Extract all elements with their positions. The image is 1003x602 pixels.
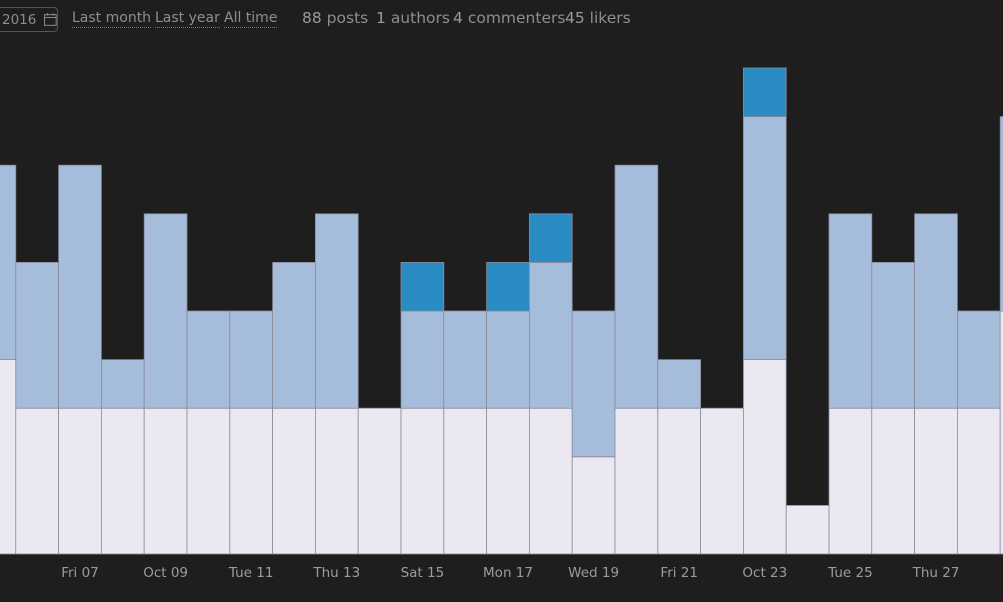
bar-segment <box>529 213 573 263</box>
bar-segment <box>914 407 958 555</box>
x-tick-label: Tue 11 <box>228 565 274 581</box>
bar-segment <box>357 407 402 555</box>
bar-segment <box>743 359 787 555</box>
x-tick-label: Thu 27 <box>912 565 960 581</box>
bar-segment <box>486 310 530 409</box>
bar-segment <box>272 407 316 555</box>
bar-segment <box>871 261 915 409</box>
stat-authors-value: 1 <box>376 9 386 27</box>
x-tick-label: Fri 07 <box>61 565 99 581</box>
bar-segment <box>58 407 102 555</box>
range-last-year[interactable]: Last year <box>155 10 220 28</box>
x-tick-label: Thu 13 <box>312 565 360 581</box>
bar-segment <box>400 310 445 409</box>
stat-posts-label: posts <box>326 9 369 27</box>
bar-segment <box>486 407 530 555</box>
bar-segment <box>871 407 915 555</box>
bar-segment <box>143 213 188 409</box>
bar-segment <box>0 164 17 360</box>
stat-posts: 88 posts <box>302 9 368 27</box>
x-tick-label: Wed 19 <box>568 565 619 581</box>
stat-commenters-label: commenters <box>467 9 566 27</box>
date-picker-value: 2016 <box>2 11 37 28</box>
stat-commenters: 4 commenters <box>453 9 565 27</box>
bar-segment <box>614 407 659 555</box>
date-picker[interactable]: 2016 <box>0 7 58 32</box>
x-tick-label: Tue 25 <box>827 565 873 581</box>
bar-segment <box>700 407 744 555</box>
bar-segment <box>571 456 616 555</box>
bar-segment <box>101 407 145 555</box>
bar-segment <box>957 407 1001 555</box>
toolbar: 2016 Last month Last year All time 88 po… <box>0 0 1003 40</box>
bar-segment <box>15 407 59 555</box>
bar-segment <box>15 261 59 409</box>
bar-segment <box>400 261 445 312</box>
bar-segment <box>58 164 102 409</box>
bar-segment <box>0 359 17 555</box>
bar-segment <box>657 407 701 555</box>
bar-segment <box>571 310 616 458</box>
bar-segment <box>529 407 573 555</box>
calendar-icon <box>44 13 57 26</box>
bar-segment <box>828 407 873 555</box>
x-tick-label: Mon 17 <box>483 565 533 581</box>
bar-segment <box>101 359 145 409</box>
bar-segment <box>743 116 787 360</box>
stat-authors: 1 authors <box>376 9 450 27</box>
bar-segment <box>614 164 659 409</box>
bar-segment <box>657 359 701 409</box>
bar-segment <box>272 261 316 409</box>
x-tick-label: Oct 23 <box>742 565 787 581</box>
bar-segment <box>999 116 1003 312</box>
bar-segment <box>486 261 530 312</box>
bar-segment <box>914 213 958 409</box>
stat-authors-label: authors <box>390 9 450 27</box>
range-last-month[interactable]: Last month <box>72 10 152 28</box>
bar-segment <box>186 407 231 555</box>
bar-segment <box>143 407 188 555</box>
bar-segment <box>785 504 830 555</box>
stat-likers-value: 45 <box>565 9 585 27</box>
bar-segment <box>229 310 274 409</box>
range-all-time[interactable]: All time <box>224 10 278 28</box>
bar-segment <box>957 310 1001 409</box>
bar-segment <box>186 310 231 409</box>
x-tick-label: Fri 21 <box>660 565 698 581</box>
x-tick-label: Oct 09 <box>143 565 188 581</box>
bar-segment <box>229 407 274 555</box>
bar-segment <box>314 213 359 409</box>
bar-segment <box>443 310 487 409</box>
x-tick-label: Sat 15 <box>401 565 445 581</box>
stat-posts-value: 88 <box>302 9 322 27</box>
bar-segment <box>999 310 1003 555</box>
stat-likers: 45 likers <box>565 9 631 27</box>
bar-segment <box>314 407 359 555</box>
bar-segment <box>828 213 873 409</box>
bar-segment <box>743 67 787 117</box>
bar-segment <box>529 261 573 409</box>
bar-segment <box>443 407 487 555</box>
stat-commenters-value: 4 <box>453 9 463 27</box>
stat-likers-label: likers <box>589 9 631 27</box>
bar-segment <box>400 407 445 555</box>
